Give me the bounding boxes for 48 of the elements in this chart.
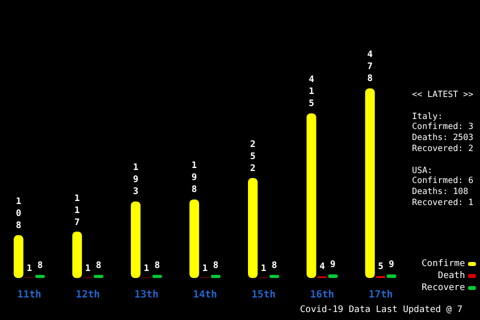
data-label: 8	[96, 260, 102, 272]
x-tick-label: 13th	[134, 290, 158, 301]
data-label: 9	[330, 259, 336, 272]
data-label: 4 7 8	[367, 49, 373, 86]
text: << LATEST >>	[412, 90, 474, 101]
data-label: 8	[37, 260, 43, 272]
data-label: 1	[144, 262, 150, 275]
data-label: 8	[213, 260, 218, 272]
data-label: 4 1 5	[308, 74, 314, 110]
data-label: 1 1 7	[74, 192, 80, 229]
text: Deaths: 2503	[412, 133, 474, 144]
data-label: 1	[202, 262, 208, 275]
text: Confirmed: 6	[412, 176, 474, 188]
bar	[189, 199, 200, 278]
data-label: 1 9 8	[192, 160, 197, 196]
bar	[306, 113, 316, 278]
bar	[130, 201, 141, 278]
data-label: 1 0 8	[16, 196, 22, 232]
data-label: 9	[388, 259, 394, 272]
x-tick-label: 14th	[192, 290, 218, 301]
data-label: 2 5 2	[250, 139, 256, 176]
bar	[365, 88, 375, 278]
text: Recovered: 1	[412, 198, 474, 209]
data-label: 1	[26, 262, 32, 275]
text: Recovered: 2	[412, 144, 474, 155]
bar	[72, 232, 82, 278]
legend-label: Death	[438, 271, 465, 281]
text: Deaths: 108	[412, 187, 470, 198]
x-tick-label: 17th	[368, 290, 393, 301]
text: Covid-19 Data Last Updated @ 7	[300, 305, 463, 315]
data-label: 8	[272, 260, 278, 272]
bar	[248, 178, 258, 278]
bar	[14, 235, 24, 278]
data-label: 1	[260, 262, 266, 275]
x-tick-label: 12th	[76, 290, 100, 301]
x-tick-label: 11th	[17, 290, 42, 301]
data-label: 4	[319, 261, 325, 274]
data-label: 1 9 3	[132, 162, 138, 198]
text: Confirmed: 3	[412, 122, 474, 134]
data-label: 8	[154, 260, 160, 272]
data-label: 5	[378, 261, 384, 274]
data-label: 1	[85, 262, 91, 275]
x-tick-label: 15th	[252, 290, 276, 301]
text: USA:	[412, 166, 434, 176]
legend-label: Confirme	[422, 259, 465, 269]
text: Italy:	[412, 112, 444, 122]
x-tick-label: 16th	[310, 290, 334, 301]
legend-label: Recovere	[422, 283, 465, 293]
